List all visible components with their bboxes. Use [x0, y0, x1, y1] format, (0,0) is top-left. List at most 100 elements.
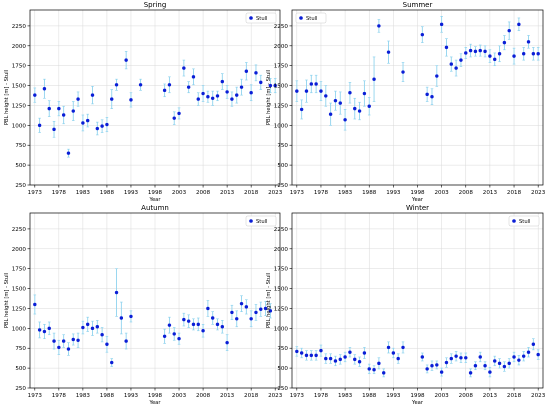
data-point	[454, 354, 458, 358]
x-tick-label: 2023	[531, 393, 546, 399]
x-tick-label: 1988	[362, 393, 377, 399]
x-tick-label: 1998	[410, 190, 425, 196]
x-tick-label: 1993	[124, 190, 139, 196]
data-point	[129, 98, 133, 102]
data-point	[343, 355, 347, 359]
chart-title: Winter	[406, 204, 429, 212]
y-tick-label: 1750	[274, 267, 289, 273]
data-point	[47, 326, 51, 331]
data-point	[333, 98, 338, 103]
data-point	[76, 338, 80, 342]
data-point	[367, 104, 371, 108]
data-point	[324, 94, 328, 98]
data-point	[61, 113, 66, 117]
legend-marker	[249, 219, 253, 223]
x-tick-label: 1988	[100, 393, 115, 399]
data-point	[85, 322, 90, 327]
data-point	[430, 364, 434, 368]
data-point	[61, 339, 66, 343]
data-point	[343, 118, 347, 122]
data-point	[249, 317, 253, 321]
data-point	[114, 83, 119, 87]
data-point	[71, 109, 75, 113]
data-point	[259, 307, 263, 311]
y-tick-label: 1750	[274, 64, 289, 70]
x-tick-label: 2023	[531, 190, 546, 196]
data-point	[95, 325, 100, 329]
data-point	[33, 302, 37, 307]
x-tick-label: 1998	[148, 393, 163, 399]
data-point	[182, 66, 186, 70]
data-point	[110, 360, 114, 365]
data-point	[220, 325, 225, 329]
x-tick-label: 2013	[483, 190, 498, 196]
x-tick-label: 1993	[124, 393, 139, 399]
data-point	[507, 28, 511, 33]
x-tick-label: 1983	[338, 393, 353, 399]
y-tick-label: 2250	[274, 227, 289, 233]
data-point	[319, 89, 323, 93]
data-point	[430, 95, 434, 99]
data-point	[309, 82, 314, 86]
legend: Stull	[508, 215, 540, 227]
data-point	[124, 339, 128, 343]
legend-label: Stull	[256, 16, 268, 22]
data-point	[90, 326, 95, 331]
y-axis-label: PBL height [m] - Stull	[4, 70, 10, 125]
data-point	[57, 345, 61, 350]
legend-box	[508, 215, 540, 227]
x-tick-label: 2003	[172, 393, 187, 399]
data-point	[138, 83, 143, 87]
data-point	[526, 40, 531, 44]
x-tick-label: 2013	[220, 190, 235, 196]
data-point	[95, 126, 100, 131]
data-point	[473, 49, 478, 54]
data-point	[167, 323, 172, 327]
x-tick-label: 1993	[386, 393, 401, 399]
data-point	[191, 322, 196, 327]
legend-marker	[249, 16, 253, 20]
x-tick-label: 2023	[268, 190, 283, 196]
x-tick-label: 1973	[28, 393, 43, 399]
x-axis-label: Year	[411, 400, 424, 406]
data-point	[454, 66, 458, 70]
data-point	[220, 79, 225, 84]
data-point	[348, 91, 352, 95]
x-tick-label: 2023	[268, 393, 283, 399]
data-point	[449, 62, 453, 66]
data-point	[396, 356, 400, 361]
data-point	[521, 52, 526, 56]
y-tick-label: 1250	[12, 306, 27, 312]
data-point	[259, 80, 263, 85]
x-tick-label: 1993	[386, 190, 401, 196]
grid	[30, 10, 280, 186]
x-tick-label: 1998	[410, 393, 425, 399]
y-tick-label: 500	[15, 366, 26, 372]
data-point	[304, 89, 309, 93]
data-point	[177, 336, 181, 341]
panel-spring: 1973 1978 1983 1988 1993 1998 2003 2008 2013 2018…	[4, 1, 283, 203]
data-point	[66, 347, 71, 351]
x-tick-label: 1988	[362, 190, 377, 196]
data-point	[186, 85, 191, 89]
data-point	[493, 359, 497, 363]
legend: Stull	[245, 215, 277, 227]
data-point	[439, 22, 444, 27]
data-point	[526, 350, 531, 354]
y-axis-label: PBL height [m] - Stull	[266, 273, 272, 328]
x-tick-label: 1978	[52, 393, 67, 399]
y-tick-label: 1000	[12, 123, 27, 129]
data-point	[206, 306, 210, 311]
data-point	[196, 322, 200, 327]
y-tick-label: 750	[15, 346, 26, 352]
series-summer	[295, 16, 540, 131]
x-axis-label: Year	[149, 197, 162, 203]
data-point	[37, 123, 42, 128]
y-tick-label: 2250	[12, 24, 27, 30]
x-tick-label: 2008	[196, 393, 211, 399]
data-point	[521, 354, 526, 358]
legend: Stull	[245, 12, 277, 24]
data-point	[357, 360, 362, 364]
x-tick-label: 1983	[76, 190, 91, 196]
